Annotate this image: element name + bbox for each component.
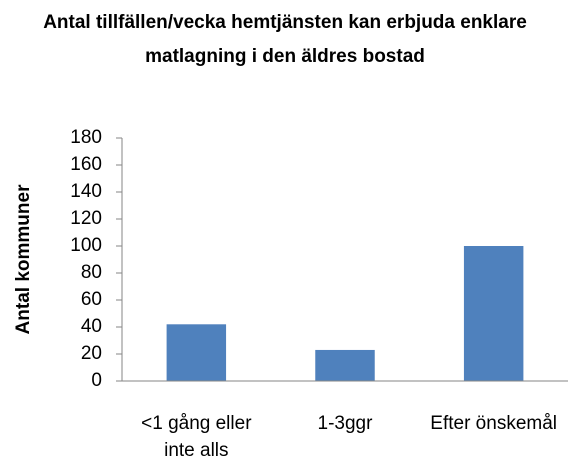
- y-tick-label: 40: [81, 316, 102, 337]
- bar: [463, 246, 524, 381]
- y-tick-label: 180: [70, 127, 102, 148]
- y-axis-label: Antal kommuner: [13, 184, 34, 335]
- bar: [166, 324, 227, 381]
- chart-title: Antal tillfällen/vecka hemtjänsten kan e…: [43, 12, 527, 67]
- y-tick-label: 60: [81, 289, 102, 310]
- x-tick-label: 1-3ggr: [317, 413, 373, 434]
- y-tick-label: 140: [70, 181, 102, 202]
- y-tick-label: 0: [91, 370, 102, 391]
- y-tick-label: 100: [70, 235, 102, 256]
- y-tick-label: 80: [81, 262, 102, 283]
- y-tick-label: 20: [81, 343, 102, 364]
- bar: [315, 349, 375, 381]
- x-tick-label: Efter önskemål: [430, 413, 558, 434]
- x-tick-label: <1 gång eller inte alls: [141, 413, 252, 461]
- y-tick-label: 160: [70, 154, 102, 175]
- y-tick-label: 120: [70, 208, 102, 229]
